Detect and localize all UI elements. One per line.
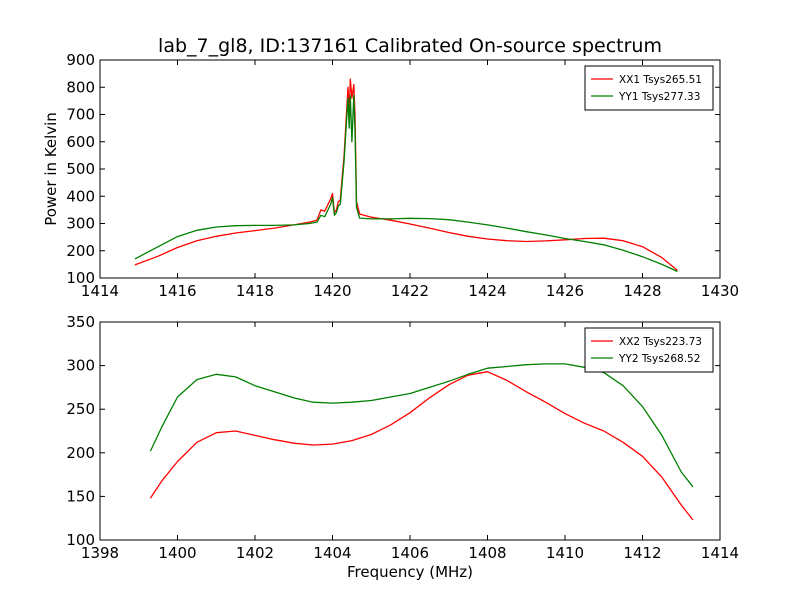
x-tick-label: 1416 <box>158 282 196 300</box>
series-line-2 <box>134 94 678 273</box>
y-axis-label: Power in Kelvin <box>42 112 60 226</box>
legend-label-2: YY2 Tsys268.52 <box>618 353 700 365</box>
legend-box <box>584 65 714 111</box>
legend-label-1: XX1 Tsys265.51 <box>619 74 702 86</box>
y-tick-label: 250 <box>66 400 95 418</box>
x-tick-label: 1422 <box>391 282 429 300</box>
x-tick-label: 1424 <box>468 282 506 300</box>
y-tick-label: 900 <box>66 51 95 69</box>
x-tick-label: 1430 <box>701 282 739 300</box>
y-tick-label: 700 <box>66 106 95 124</box>
legend-box <box>584 327 714 373</box>
y-tick-label: 400 <box>66 187 95 205</box>
x-tick-label: 1426 <box>546 282 584 300</box>
y-tick-label: 600 <box>66 133 95 151</box>
series-line-2 <box>149 363 694 488</box>
x-tick-label: 1400 <box>158 544 196 562</box>
y-tick-label: 300 <box>66 357 95 375</box>
x-tick-label: 1406 <box>391 544 429 562</box>
top-panel: 1414 1416 1418 1420 1422 1424 1426 1428 1430 100 2… <box>42 51 739 300</box>
y-tick-label: 200 <box>66 242 95 260</box>
x-tick-label: 1412 <box>623 544 661 562</box>
x-tick-label: 1414 <box>701 544 739 562</box>
x-tick-label: 1428 <box>623 282 661 300</box>
x-tick-label: 1398 <box>81 544 119 562</box>
y-tick-label: 500 <box>66 160 95 178</box>
x-tick-label: 1418 <box>236 282 274 300</box>
y-tick-label: 100 <box>66 531 95 549</box>
x-tick-label: 1410 <box>546 544 584 562</box>
legend-label-2: YY1 Tsys277.33 <box>618 91 700 103</box>
series-line-1 <box>149 371 694 521</box>
x-tick-label: 1420 <box>313 282 351 300</box>
x-axis-label: Frequency (MHz) <box>347 563 473 581</box>
x-tick-label: 1414 <box>81 282 119 300</box>
chart-title: lab_7_gl8, ID:137161 Calibrated On-sourc… <box>158 35 662 57</box>
y-tick-label: 300 <box>66 215 95 233</box>
y-tick-label: 350 <box>66 313 95 331</box>
bottom-panel: 1398 1400 1402 1404 1406 1408 1410 1412 1414 100 1… <box>66 313 739 581</box>
y-tick-label: 800 <box>66 78 95 96</box>
x-tick-label: 1402 <box>236 544 274 562</box>
x-tick-label: 1408 <box>468 544 506 562</box>
y-tick-label: 100 <box>66 269 95 287</box>
legend-label-1: XX2 Tsys223.73 <box>619 336 702 348</box>
y-tick-label: 200 <box>66 444 95 462</box>
y-tick-label: 150 <box>66 487 95 505</box>
x-tick-label: 1404 <box>313 544 351 562</box>
